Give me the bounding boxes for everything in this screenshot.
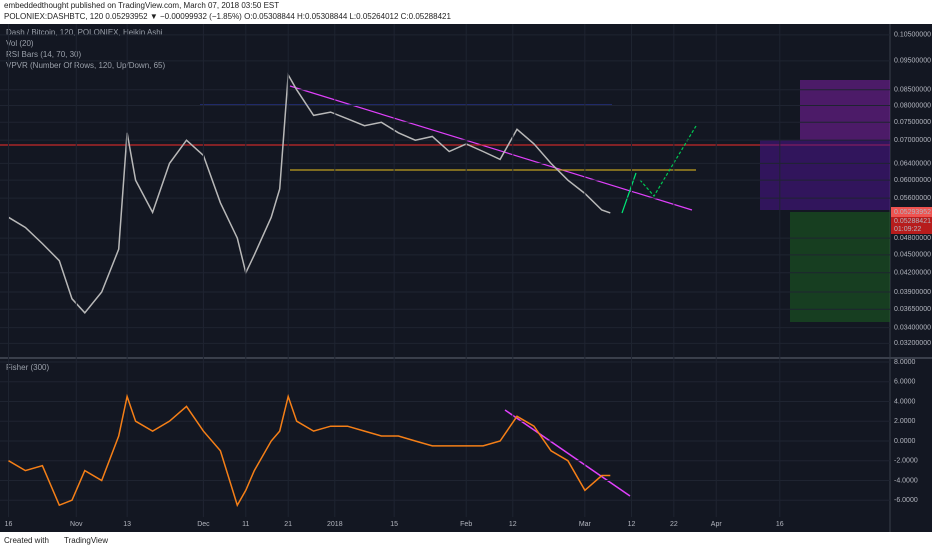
y-tick-label: 0.04500000 — [894, 252, 931, 259]
y-tick-label: 0.03200000 — [894, 340, 931, 347]
price-label: 0.05288421 — [894, 218, 931, 225]
y-tick-label: 0.10500000 — [894, 32, 931, 39]
y-tick-label: 0.0000 — [894, 438, 916, 445]
y-tick-label: -4.0000 — [894, 477, 918, 484]
x-tick-label: Mar — [579, 521, 592, 528]
volume-profile — [760, 80, 890, 322]
y-tick-label: 6.0000 — [894, 379, 916, 386]
arrow — [639, 125, 697, 198]
indicator: VPVR (Number Of Rows, 120, Up/Down, 65) — [6, 61, 166, 70]
x-tick-label: 13 — [123, 521, 131, 528]
arrow — [621, 172, 637, 214]
profile-block — [790, 212, 890, 322]
publisher: embeddedthought published on TradingView… — [4, 1, 279, 10]
x-tick-label: 11 — [242, 521, 249, 528]
price-label-box — [891, 217, 932, 234]
profile-block — [800, 80, 890, 140]
x-tick-label: Apr — [711, 521, 723, 528]
x-tick-label: 22 — [670, 521, 678, 528]
footer-bar — [0, 532, 932, 550]
legend-main: Dash / Bitcoin, 120, POLONIEX, Heikin As… — [6, 28, 163, 37]
y-tick-label: 0.04200000 — [894, 270, 931, 277]
y-tick-label: 0.06000000 — [894, 177, 931, 184]
trend-line — [504, 409, 631, 497]
y-tick-label: 0.03400000 — [894, 324, 931, 331]
x-tick-label: 2018 — [327, 521, 343, 528]
legend-fisher: Fisher (300) — [6, 363, 49, 372]
y-tick-label: -2.0000 — [894, 458, 918, 465]
y-tick-label: 0.07000000 — [894, 137, 931, 144]
y-tick-label: 2.0000 — [894, 418, 916, 425]
header-bar — [0, 0, 932, 24]
price-label: 0.05293952 — [894, 209, 931, 216]
y-tick-label: 0.04800000 — [894, 235, 931, 242]
indicator: RSI Bars (14, 70, 30) — [6, 50, 81, 59]
countdown: 01:09:22 — [894, 226, 921, 233]
footer-text: Created with — [4, 536, 49, 545]
y-tick-label: 0.05600000 — [894, 195, 931, 202]
y-tick-label: 0.07500000 — [894, 119, 931, 126]
symbol-line: POLONIEX:DASHBTC, 120 0.05293952 ▼ −0.00… — [4, 12, 451, 21]
x-tick-label: 21 — [284, 521, 292, 528]
trend-line — [289, 85, 693, 211]
y-tick-label: 0.09500000 — [894, 58, 931, 65]
x-tick-label: 12 — [509, 521, 517, 528]
y-tick-label: 0.06400000 — [894, 160, 931, 167]
y-tick-label: 4.0000 — [894, 398, 916, 405]
x-tick-label: 16 — [776, 521, 784, 528]
x-tick-label: 12 — [628, 521, 636, 528]
y-tick-label: -6.0000 — [894, 497, 918, 504]
x-tick-label: Dec — [197, 521, 210, 528]
x-tick-label: 16 — [5, 521, 13, 528]
y-tick-label: 0.08500000 — [894, 87, 931, 94]
x-tick-label: Feb — [460, 521, 472, 528]
y-tick-label: 0.03650000 — [894, 306, 931, 313]
x-tick-label: 15 — [390, 521, 398, 528]
series-line — [8, 393, 611, 508]
y-tick-label: 8.0000 — [894, 359, 916, 366]
y-tick-label: 0.03900000 — [894, 289, 931, 296]
indicator: Vol (20) — [6, 39, 34, 48]
x-tick-label: Nov — [70, 521, 83, 528]
footer-brand: TradingView — [64, 536, 108, 545]
price-label-box — [891, 207, 932, 217]
y-tick-label: 0.08000000 — [894, 102, 931, 109]
